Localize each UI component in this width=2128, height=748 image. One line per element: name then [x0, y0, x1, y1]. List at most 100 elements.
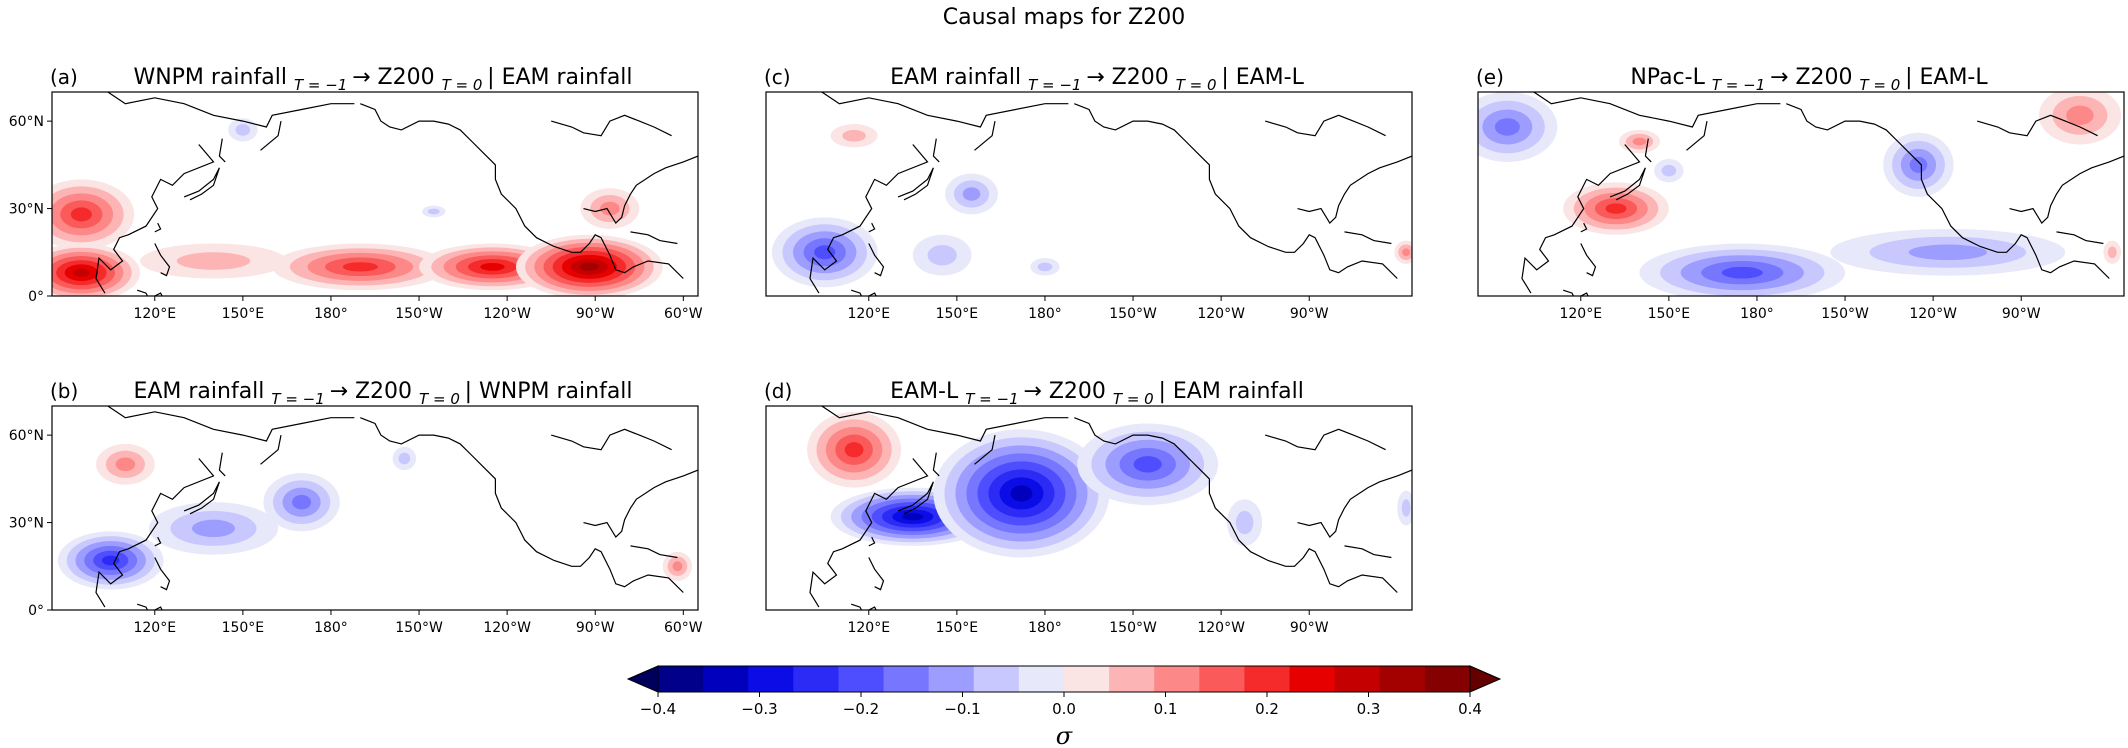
lon-label: 120°W: [1197, 620, 1245, 636]
coastline: [1977, 114, 2098, 137]
lon-label: 150°W: [395, 306, 443, 322]
panel-tag: (e): [1476, 65, 1504, 89]
panel-tag: (d): [764, 379, 792, 403]
coastline: [851, 289, 863, 296]
coastline: [809, 144, 929, 294]
coastline: [868, 292, 877, 296]
anomaly-contour: [1010, 485, 1033, 502]
colorbar-swatch: [883, 666, 930, 692]
coastline: [2056, 231, 2104, 245]
anomaly-contour: [672, 561, 683, 572]
coastline: [868, 536, 876, 547]
coastline: [932, 452, 940, 477]
lon-label: 120°W: [483, 620, 531, 636]
lon-label: 150°E: [222, 620, 265, 636]
lon-label: 150°E: [936, 306, 979, 322]
coastline: [154, 292, 163, 296]
lon-label: 120°E: [847, 620, 890, 636]
coastline: [218, 138, 226, 163]
lon-label: 120°W: [483, 306, 531, 322]
coastlines: [95, 92, 698, 296]
coastline: [154, 536, 162, 547]
coastlines: [95, 406, 698, 610]
anomaly-contour: [1402, 248, 1411, 257]
coastline: [868, 222, 876, 233]
lon-label: 120°E: [1559, 306, 1602, 322]
coastline: [1609, 167, 1646, 201]
coastline: [1533, 92, 1781, 128]
panel-c: 120°E 150°E 180° 150°W 120°W 90°W (c) EAM rainf…: [764, 65, 1413, 322]
panel-tag: (a): [50, 65, 78, 89]
coastline: [183, 167, 220, 201]
anomaly-contour: [101, 555, 120, 566]
colorbar-swatch: [748, 666, 794, 692]
colorbar-swatch: [1379, 666, 1426, 692]
colorbar-label: σ: [1056, 722, 1073, 748]
coastline: [95, 144, 215, 294]
panels-layer: 60°N 30°N 0° 120°E 150°E 180° 150°W 120°W 90°W 60…: [9, 65, 2125, 636]
coastline: [551, 428, 672, 451]
colorbar-swatch: [1064, 666, 1110, 692]
coastline: [551, 114, 672, 137]
coastline: [1644, 138, 1652, 163]
colorbar-swatch: [973, 666, 1020, 692]
coastline: [583, 469, 698, 539]
colorbar-swatch: [928, 666, 975, 692]
map-frame: [1477, 91, 2125, 297]
anomaly-contour: [235, 124, 251, 136]
coastlines: [1521, 92, 2124, 296]
lon-label: 180°: [1028, 306, 1062, 322]
anomaly-contour: [1235, 510, 1254, 535]
coastline: [95, 458, 215, 608]
coastline: [1265, 428, 1386, 451]
anomaly-contour: [844, 442, 864, 458]
anomaly-field: [807, 411, 1412, 558]
anomaly-contour: [1133, 456, 1162, 473]
lat-label: 0°: [28, 289, 44, 305]
colorbar-swatch: [1018, 666, 1065, 692]
colorbar-swatch: [1199, 666, 1245, 692]
anomaly-contour: [1037, 262, 1053, 272]
map-frame: [51, 405, 699, 611]
anomaly-contour: [580, 262, 599, 271]
anomaly-contour: [902, 513, 924, 521]
colorbar: −0.4 −0.3 −0.2 −0.1 0.0 0.1 0.2 0.3 0.4 σ: [626, 665, 1502, 748]
coastline: [1344, 231, 1392, 245]
lat-label: 30°N: [9, 202, 44, 218]
coastline: [583, 155, 698, 225]
coastline: [809, 458, 929, 608]
colorbar-tick-label: −0.3: [741, 700, 777, 718]
coastline: [1297, 469, 1412, 539]
lon-label: 150°W: [1109, 306, 1157, 322]
coastline: [154, 606, 163, 610]
coastline: [1786, 103, 2110, 279]
coastline: [1074, 417, 1398, 593]
anomaly-field: [57, 443, 693, 590]
coastline: [1686, 120, 1708, 151]
coastline: [154, 222, 162, 233]
colorbar-tick-label: 0.4: [1458, 700, 1482, 718]
lon-label: 90°W: [1290, 620, 1329, 636]
lat-label: 60°N: [9, 114, 44, 130]
anomaly-contour: [191, 519, 236, 538]
anomaly-contour: [176, 252, 251, 270]
coastlines: [809, 406, 1412, 610]
anomaly-field: [52, 118, 663, 296]
panel-b: 60°N 30°N 0° 120°E 150°E 180° 150°W 120°W 90°W 60…: [9, 379, 703, 636]
lon-label: 150°E: [222, 306, 265, 322]
anomaly-contour: [2066, 105, 2094, 126]
anomaly-contour: [292, 494, 312, 510]
coastline: [154, 243, 171, 277]
coastline: [897, 481, 934, 515]
coastline: [260, 434, 282, 465]
anomaly-contour: [600, 201, 620, 216]
coastline: [260, 120, 282, 151]
coastline: [154, 557, 171, 591]
colorbar-swatch: [1424, 666, 1471, 692]
colorbar-tick-label: 0.3: [1357, 700, 1381, 718]
lon-label: 150°W: [395, 620, 443, 636]
lon-label: 150°E: [1648, 306, 1691, 322]
anomaly-contour: [480, 262, 505, 271]
colorbar-tick-label: 0.2: [1255, 700, 1279, 718]
anomaly-contour: [1494, 118, 1520, 136]
